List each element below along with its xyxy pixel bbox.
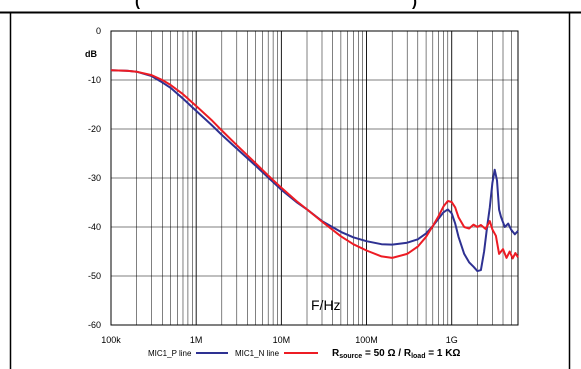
y-tick-label: -30 [88, 173, 101, 183]
legend: MIC1_P line MIC1_N line [148, 349, 318, 358]
annotation-load-sub: load [411, 353, 425, 360]
y-axis-ticks: 0 -10 -20 -30 -40 -50 -60 [88, 26, 101, 330]
x-axis-name: F/Hz [311, 297, 341, 313]
x-axis-ticks: 100k 1M 10M 100M 1G [101, 335, 457, 345]
annotation-source-value: = 50 Ω / R [362, 348, 412, 359]
x-tick-label: 10M [273, 335, 291, 345]
series-line-mic1-n [110, 69, 519, 260]
header-title-left: ( [135, 0, 140, 10]
grid [110, 30, 519, 326]
y-tick-label: -40 [88, 222, 101, 232]
y-tick-label: 0 [96, 26, 101, 36]
annotation-r: R [332, 348, 340, 359]
series-group [110, 69, 519, 273]
x-tick-label: 1M [190, 335, 203, 345]
annotation-load-value: = 1 KΩ [425, 348, 460, 359]
y-tick-label: -20 [88, 124, 101, 134]
annotation-source-sub: source [339, 353, 362, 360]
legend-label-p: MIC1_P line [148, 349, 192, 358]
plot-area [110, 30, 519, 326]
y-tick-label: -10 [88, 75, 101, 85]
header-title-right: ) [412, 0, 417, 10]
y-tick-label: -50 [88, 271, 101, 281]
y-axis-unit: dB [85, 49, 97, 59]
x-tick-label: 100M [355, 335, 378, 345]
legend-label-n: MIC1_N line [235, 349, 280, 358]
x-tick-label: 1G [446, 335, 458, 345]
conditions-annotation: Rsource = 50 Ω / Rload = 1 KΩ [332, 348, 460, 360]
y-tick-label: -60 [88, 320, 101, 330]
series-line-mic1-p [110, 69, 519, 273]
x-tick-label: 100k [101, 335, 121, 345]
